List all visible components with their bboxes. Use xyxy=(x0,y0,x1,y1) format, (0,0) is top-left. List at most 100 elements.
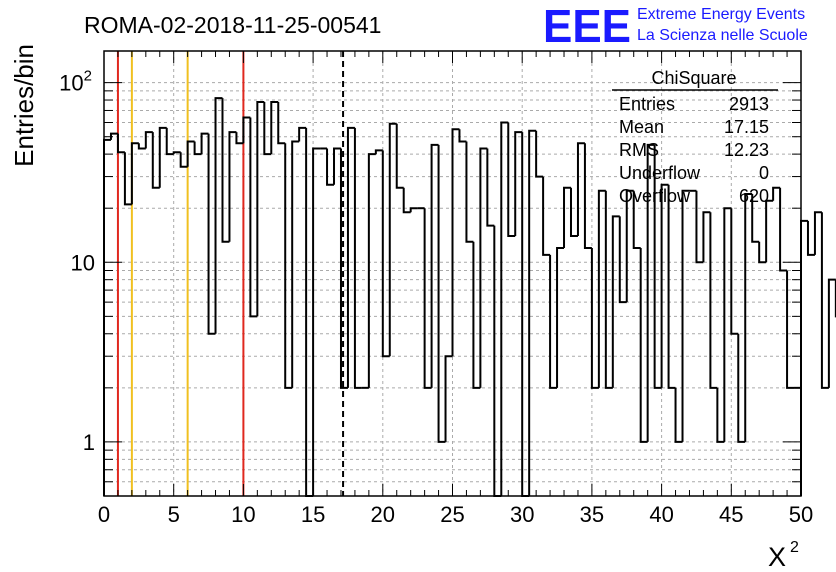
stats-row-label: Underflow xyxy=(619,163,701,183)
histogram-bin xyxy=(130,142,139,205)
histogram-bin xyxy=(751,193,760,243)
axes-frame: 0 5 10 15 20 25 30 35 40 45 50 1 10 102 xyxy=(59,50,813,527)
histogram-bin xyxy=(451,128,460,357)
histogram-bin xyxy=(465,141,474,243)
eee-logo: EEE Extreme Energy Events La Scienza nel… xyxy=(543,0,808,52)
histogram-bin xyxy=(103,138,111,496)
x-axis-title: X 2 xyxy=(768,539,799,572)
histogram-bin xyxy=(772,186,781,201)
histogram-bin xyxy=(779,187,788,272)
histogram-bin xyxy=(730,208,739,335)
histogram-bin xyxy=(611,215,620,388)
histogram-bin xyxy=(423,208,432,389)
histogram-bin xyxy=(827,278,836,388)
histogram-bin xyxy=(221,98,230,243)
histogram-bin xyxy=(576,142,585,237)
x-axis-title-base: X xyxy=(768,542,786,572)
y-tick-label: 10 xyxy=(71,250,95,275)
stats-box: ChiSquare Entries 2913 Mean 17.15 RMS 12.23 Un… xyxy=(612,68,778,206)
logo-line-1: Extreme Energy Events xyxy=(637,6,805,23)
histogram-bin xyxy=(374,149,383,155)
histogram-bin xyxy=(737,333,746,443)
y-tick-label: 1 xyxy=(83,430,95,455)
histogram-bin xyxy=(709,212,718,389)
histogram-bin xyxy=(702,211,711,263)
x-tick-label: 30 xyxy=(510,502,534,527)
histogram-bin xyxy=(653,144,662,389)
histogram-bin xyxy=(200,132,209,155)
histogram-bin xyxy=(820,212,829,389)
histogram-bin xyxy=(590,248,599,389)
histogram-bin xyxy=(207,133,216,335)
x-tick-label: 0 xyxy=(98,502,110,527)
histogram-bin xyxy=(381,150,390,358)
histogram-bin xyxy=(444,355,453,442)
histogram-bin xyxy=(667,184,676,389)
histogram-bin xyxy=(542,176,551,256)
histogram-bin xyxy=(277,102,286,145)
histogram-bin xyxy=(806,220,815,256)
x-tick-label: 25 xyxy=(440,502,464,527)
histogram-bin xyxy=(744,192,753,442)
histogram-bin xyxy=(535,130,544,178)
histogram-bin xyxy=(563,186,571,249)
histogram-bin xyxy=(165,127,174,156)
histogram-bin xyxy=(228,131,237,242)
histogram-bin xyxy=(528,129,537,496)
logo-letters: EEE xyxy=(543,0,631,52)
stats-row-value: 12.23 xyxy=(724,140,769,160)
histogram-bin xyxy=(583,143,592,250)
x-tick-label: 40 xyxy=(649,502,673,527)
histogram-bin xyxy=(144,131,153,149)
reference-lines xyxy=(116,51,345,496)
x-tick-label: 5 xyxy=(168,502,180,527)
histogram-bin xyxy=(632,190,641,250)
histogram-bin xyxy=(430,143,439,388)
histogram-bin xyxy=(625,189,634,303)
histogram-bin xyxy=(305,127,314,497)
histogram-bin xyxy=(765,199,774,263)
histogram-bin xyxy=(353,127,362,389)
histogram-bin xyxy=(172,151,181,155)
x-tick-label: 15 xyxy=(301,502,325,527)
stats-row-value: 620 xyxy=(739,186,769,206)
histogram-bin xyxy=(395,123,404,189)
histogram-bin xyxy=(326,148,335,186)
histogram-bin xyxy=(597,189,606,388)
histogram-bin xyxy=(723,207,732,442)
histogram-bin xyxy=(479,147,488,388)
histogram-bin xyxy=(569,187,578,238)
histogram-bin xyxy=(256,101,265,317)
histogram-bin xyxy=(179,152,188,168)
histogram-bin xyxy=(284,143,293,389)
stats-row-value: 17.15 xyxy=(724,117,769,137)
histogram-bin xyxy=(186,140,195,167)
stats-row-label: Entries xyxy=(619,94,675,114)
histogram-bin xyxy=(604,190,613,389)
x-tick-label: 10 xyxy=(231,502,255,527)
histogram-bin xyxy=(109,132,118,140)
histogram-bin xyxy=(333,147,341,185)
stats-box-name: ChiSquare xyxy=(651,68,736,88)
histogram-bin xyxy=(214,97,223,334)
histogram-bin xyxy=(549,254,558,389)
histogram-bin xyxy=(346,126,355,388)
histogram-bin xyxy=(158,126,167,188)
x-tick-label: 50 xyxy=(789,502,813,527)
histogram-bin xyxy=(507,122,516,238)
histogram-bin xyxy=(235,132,244,145)
histogram-bin xyxy=(339,148,348,389)
histogram-bin xyxy=(556,247,565,388)
histogram-bin xyxy=(458,129,467,143)
histogram-bin xyxy=(116,133,125,154)
histogram-bin xyxy=(263,102,272,156)
histogram-bin xyxy=(270,101,279,155)
histogram-bin xyxy=(695,190,704,264)
histogram-bin xyxy=(486,148,495,227)
y-tick-label: 102 xyxy=(59,68,92,96)
chart-title: ROMA-02-2018-11-25-00541 xyxy=(84,12,381,38)
histogram-bin xyxy=(639,248,648,443)
histogram-bin xyxy=(716,387,725,443)
histogram-bin xyxy=(493,225,502,497)
logo-line-2: La Scienza nelle Scuole xyxy=(637,27,808,44)
